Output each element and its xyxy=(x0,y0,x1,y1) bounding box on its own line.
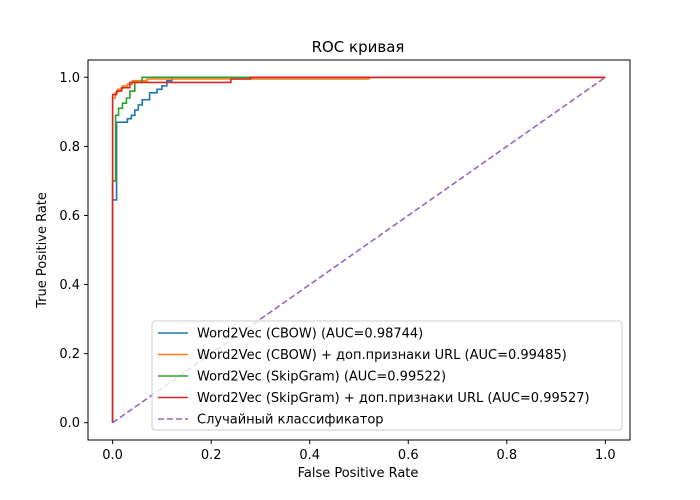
plot-frame xyxy=(87,59,631,441)
x-tick-label: 0.8 xyxy=(496,448,517,463)
legend: Word2Vec (CBOW) (AUC=0.98744) Word2Vec (C… xyxy=(151,320,623,431)
legend-label-0: Word2Vec (CBOW) (AUC=0.98744) xyxy=(197,327,423,342)
series-line-0 xyxy=(111,76,606,423)
legend-items: Word2Vec (CBOW) (AUC=0.98744) Word2Vec (C… xyxy=(158,327,590,428)
legend-box xyxy=(151,320,623,431)
y-tick-label: 0.8 xyxy=(59,140,80,155)
y-tick-label: 0.6 xyxy=(59,209,80,224)
y-axis-label: True Positive Rate xyxy=(35,192,50,309)
x-tick-label: 0.0 xyxy=(102,448,123,463)
series-line-3 xyxy=(111,76,606,423)
legend-label-2: Word2Vec (SkipGram) (AUC=0.99522) xyxy=(197,370,446,385)
legend-label-1: Word2Vec (CBOW) + доп.признаки URL (AUC=… xyxy=(197,348,567,363)
y-tick-label: 0.4 xyxy=(59,278,80,293)
x-tick-label: 0.2 xyxy=(201,448,222,463)
chart-title: ROC кривая xyxy=(312,38,405,56)
x-tick-label: 0.4 xyxy=(299,448,320,463)
legend-label-3: Word2Vec (SkipGram) + доп.признаки URL (… xyxy=(197,391,590,406)
x-axis-label: False Positive Rate xyxy=(298,466,419,481)
y-tick-label: 1.0 xyxy=(59,71,80,86)
x-tick-label: 0.6 xyxy=(398,448,419,463)
y-tick-label: 0.2 xyxy=(59,347,80,362)
y-tick-label: 0.0 xyxy=(59,416,80,431)
legend-label-4: Случайный классификатор xyxy=(197,413,384,428)
x-tick-label: 1.0 xyxy=(595,448,616,463)
ticks-layer: 0.0 0.2 0.4 0.6 0.8 1.0 0.0 0.2 0.4 0.6 0.8 1.0 xyxy=(59,71,615,463)
